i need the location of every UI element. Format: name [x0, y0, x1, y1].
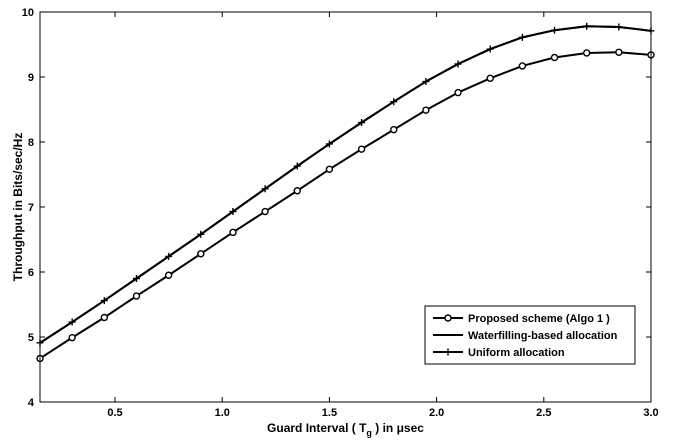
x-axis-label-sub: g	[366, 428, 372, 438]
series-0-point-17	[582, 49, 591, 57]
series-2-point-11	[390, 98, 398, 106]
plot-area	[36, 22, 655, 363]
series-0-point-1	[68, 333, 76, 342]
series-0-point-6	[229, 228, 237, 237]
x-axis-label-pre: Guard Interval ( T	[267, 421, 367, 435]
series-0-point-5	[197, 250, 205, 258]
y-tick-label: 8	[28, 137, 34, 149]
series-2-point-15	[518, 33, 526, 41]
series-0-point-18	[615, 48, 623, 56]
y-axis-label: Throughput in Bits/sec/Hz	[11, 133, 25, 282]
y-tick-label: 5	[28, 332, 34, 344]
series-2-point-8	[293, 162, 301, 170]
series-2-point-3	[132, 275, 140, 282]
x-tick-label: 2.5	[536, 407, 551, 419]
series-2-point-14	[486, 45, 494, 53]
x-axis-label-post: ) in μsec	[372, 421, 424, 435]
legend-label-1: Waterfilling-based allocation	[468, 330, 618, 342]
series-0-point-11	[390, 125, 398, 134]
series-2-point-13	[454, 60, 462, 68]
x-tick-label: 3.0	[643, 407, 658, 419]
series-0-point-14	[486, 74, 494, 83]
y-tick-label: 10	[22, 7, 34, 19]
series-2-point-2	[100, 297, 108, 305]
series-0-point-2	[100, 313, 109, 322]
series-2-point-17	[583, 22, 591, 30]
series-0-point-4	[164, 271, 173, 279]
legend-label-2: Uniform allocation	[468, 347, 565, 359]
x-tick-label: 0.5	[107, 407, 122, 419]
series-2-point-18	[615, 23, 623, 31]
axes: 0.5 1.0 1.5 2.0 2.5 3.0 4 5 6 7 8 9 10 Guard Interval…	[11, 7, 659, 438]
y-tick-label: 6	[28, 267, 34, 279]
series-2-point-12	[422, 78, 430, 86]
series-2-point-16	[551, 26, 559, 34]
y-tick-label: 4	[28, 397, 35, 409]
series-0-point-9	[325, 165, 334, 174]
series-0-point-8	[293, 187, 301, 195]
x-tick-label: 2.0	[429, 407, 444, 419]
series-2-point-4	[165, 252, 173, 260]
series-2-point-7	[261, 185, 269, 193]
series-2-point-10	[358, 119, 366, 126]
series-0-point-13	[454, 88, 462, 97]
series-0-point-16	[550, 53, 559, 62]
x-tick-label: 1.5	[322, 407, 337, 419]
legend-marker-2	[444, 348, 452, 356]
series-line-2	[39, 25, 652, 344]
series-0-point-7	[261, 207, 269, 216]
y-tick-label: 7	[28, 202, 34, 214]
y-tick-label: 9	[28, 72, 34, 84]
series-2-point-1	[68, 318, 76, 326]
series-0-point-3	[132, 292, 141, 300]
legend-marker-0	[444, 314, 452, 322]
x-tick-label: 1.0	[215, 407, 230, 419]
series-0-point-12	[422, 106, 430, 114]
legend: Proposed scheme (Algo 1 ) Waterfilling-ba…	[424, 305, 636, 365]
series-line-0	[39, 51, 652, 360]
series-2-point-5	[197, 230, 205, 238]
series-2-point-6	[229, 208, 237, 216]
legend-label-0: Proposed scheme (Algo 1 )	[468, 313, 610, 325]
series-0-point-15	[518, 62, 527, 70]
series-0-point-10	[357, 145, 366, 153]
x-axis-label: Guard Interval ( Tg ) in μsec	[267, 421, 424, 438]
series-2-point-9	[325, 140, 333, 148]
